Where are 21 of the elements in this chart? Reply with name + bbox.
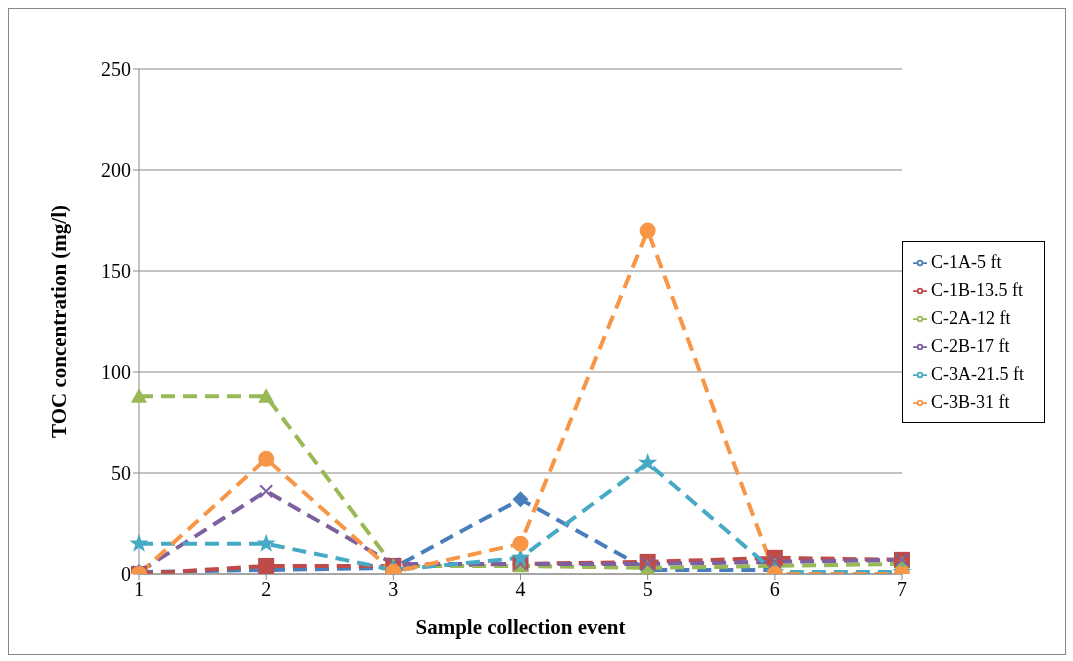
x-axis-title: Sample collection event xyxy=(415,615,626,639)
y-tick-label: 200 xyxy=(101,159,131,182)
x-tick-label: 2 xyxy=(261,578,272,601)
y-axis-title: TOC concentration (mg/l) xyxy=(47,205,72,438)
legend-label: C-2A-12 ft xyxy=(931,307,1011,328)
legend-label: C-3A-21.5 ft xyxy=(931,363,1024,384)
y-tick-label: 50 xyxy=(111,462,131,485)
x-tick-label: 6 xyxy=(769,578,780,601)
y-tick-label: 150 xyxy=(101,260,131,283)
legend-label: C-1B-13.5 ft xyxy=(931,279,1023,300)
x-tick-label: 7 xyxy=(897,578,907,601)
legend-label: C-3B-31 ft xyxy=(931,391,1010,412)
y-tick-label: 250 xyxy=(101,58,131,81)
legend-label: C-1A-5 ft xyxy=(931,251,1002,272)
legend-label: C-2B-17 ft xyxy=(931,335,1010,356)
x-tick-label: 5 xyxy=(642,578,653,601)
x-tick-label: 3 xyxy=(388,578,399,601)
x-tick-label: 1 xyxy=(134,578,144,601)
y-tick-label: 0 xyxy=(121,563,131,586)
y-tick-label: 100 xyxy=(101,361,131,384)
x-tick-label: 4 xyxy=(515,578,526,601)
